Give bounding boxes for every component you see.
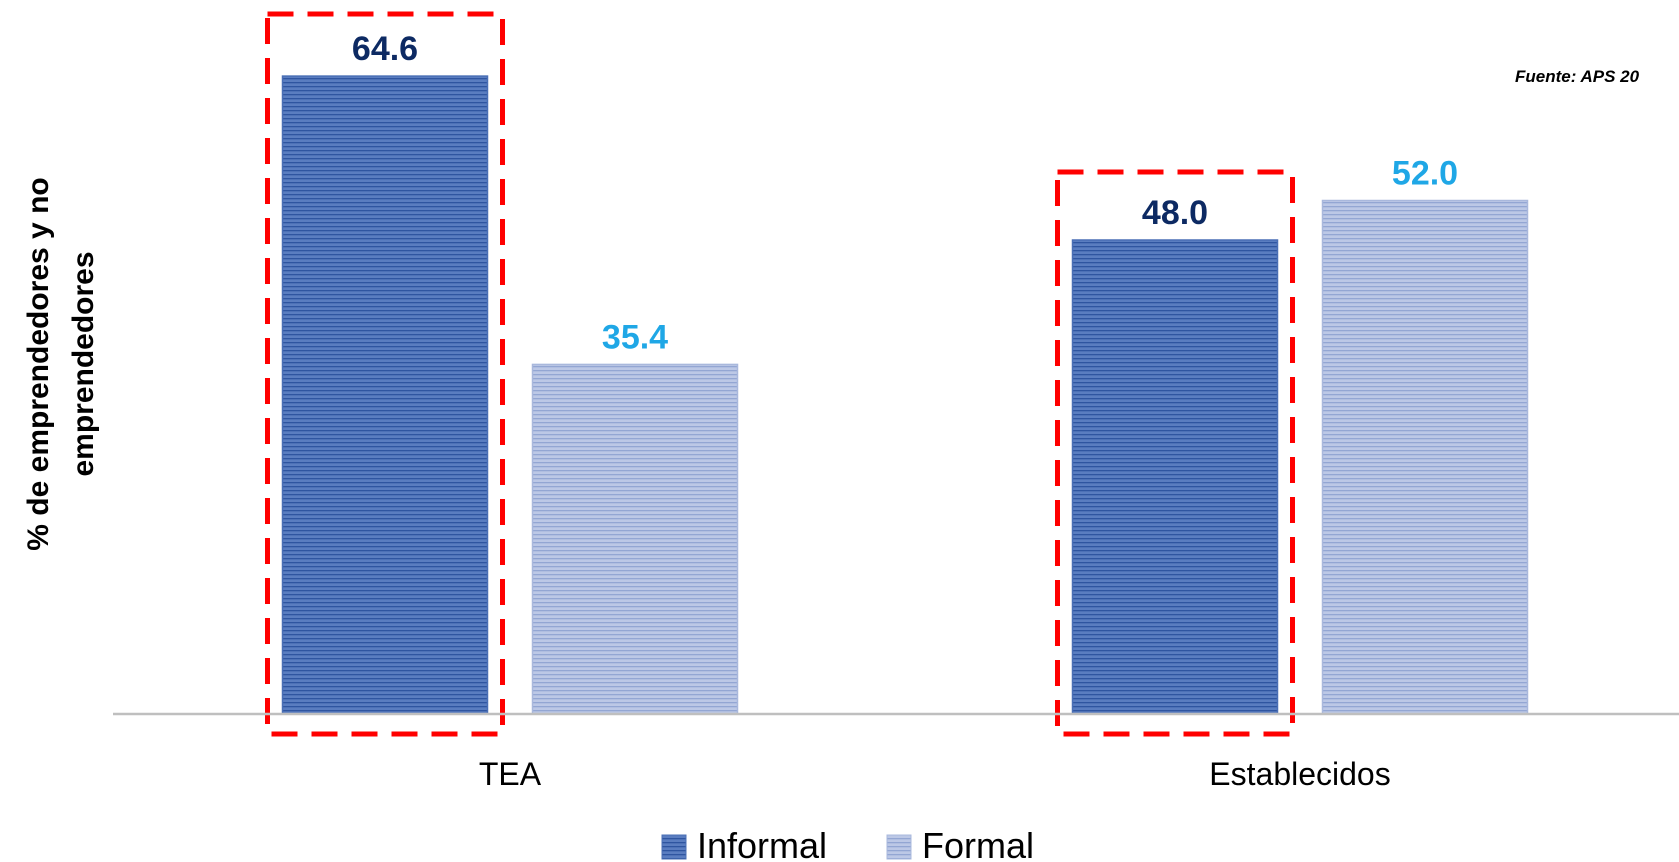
legend-label-informal: Informal [697, 825, 827, 862]
legend-label-formal: Formal [922, 825, 1034, 862]
bar-formal-establecidos [1321, 199, 1529, 715]
y-axis-label-line-1: % de emprendedores y no [22, 177, 55, 550]
y-axis-label-line-2: emprendedores [67, 251, 100, 476]
bar-formal-tea [531, 363, 739, 715]
legend-swatch-informal [661, 834, 687, 860]
bar-informal-establecidos [1071, 239, 1279, 715]
source-note: Fuente: APS 20 [1515, 67, 1640, 86]
category-label-establecidos: Establecidos [1209, 756, 1390, 792]
legend-swatch-formal [886, 834, 912, 860]
y-axis-label: % de emprendedores y no emprendedores [22, 177, 100, 550]
legend: Informal Formal [661, 825, 1034, 862]
category-labels-group: TEA Establecidos [479, 756, 1391, 792]
data-label-formal-establecidos: 52.0 [1392, 155, 1458, 193]
data-label-informal-establecidos: 48.0 [1142, 194, 1208, 232]
bars-group [281, 75, 1529, 715]
data-label-formal-tea: 35.4 [602, 318, 668, 356]
category-label-tea: TEA [479, 756, 542, 792]
bar-informal-tea [281, 75, 489, 715]
data-labels-group: 64.6 35.4 48.0 52.0 [352, 30, 1458, 356]
data-label-informal-tea: 64.6 [352, 30, 418, 68]
